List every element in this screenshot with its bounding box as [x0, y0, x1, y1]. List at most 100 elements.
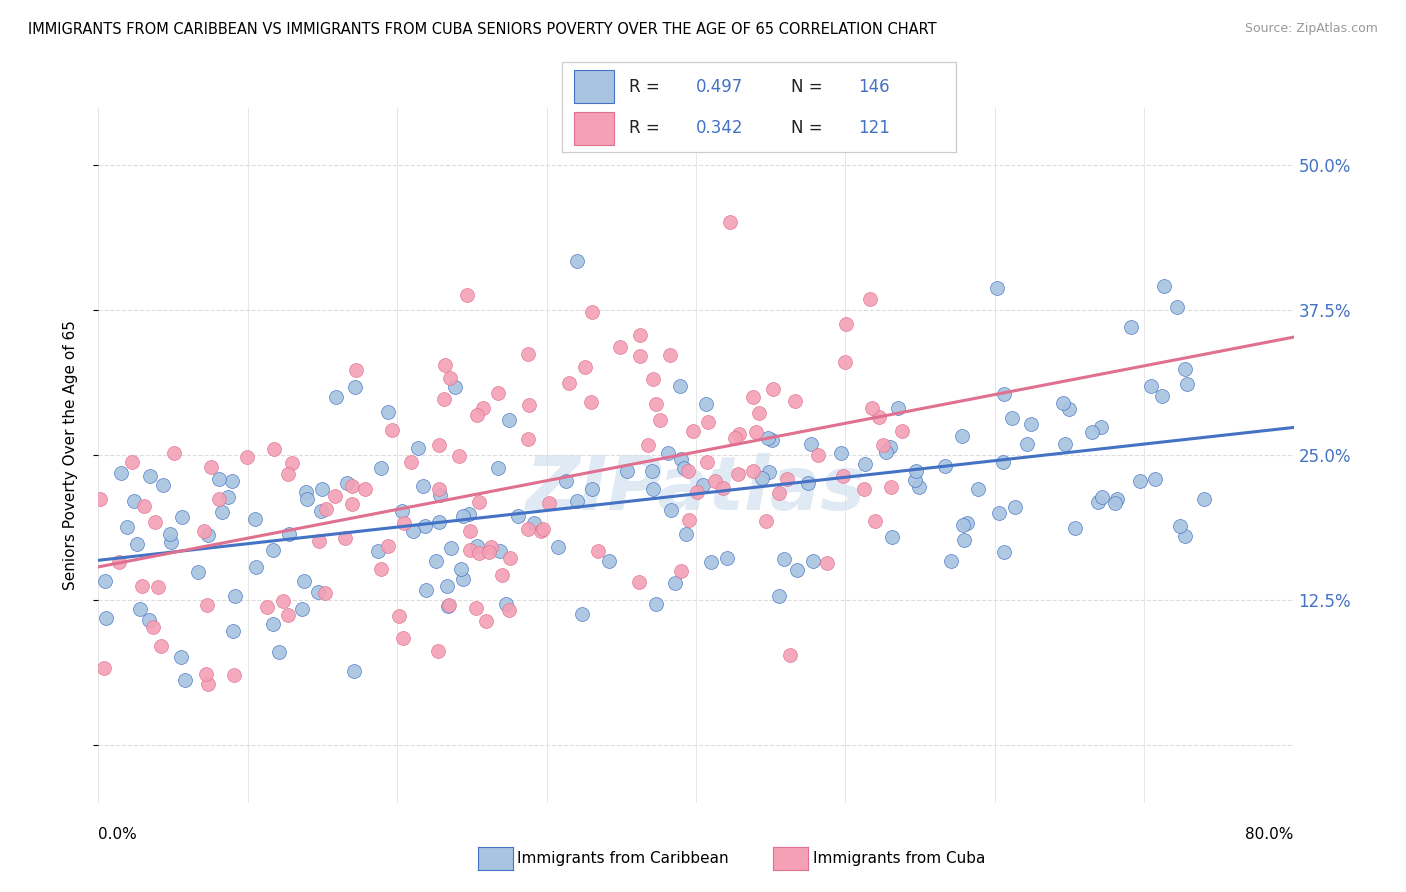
- Point: [325, 390, 347, 404]
- Point: [370, 461, 392, 475]
- Point: [907, 480, 929, 494]
- Point: [716, 550, 738, 565]
- Point: [208, 472, 231, 486]
- Point: [830, 445, 852, 459]
- Point: [277, 607, 299, 622]
- Point: [121, 454, 143, 468]
- Point: [755, 514, 778, 528]
- Point: [340, 479, 363, 493]
- Point: [415, 583, 437, 598]
- Point: [460, 524, 482, 538]
- Text: 146: 146: [858, 78, 889, 95]
- Point: [891, 424, 914, 438]
- Point: [834, 355, 856, 369]
- Point: [797, 476, 820, 491]
- Point: [1004, 500, 1026, 515]
- Point: [122, 493, 145, 508]
- Point: [344, 363, 367, 377]
- Point: [742, 464, 765, 478]
- Point: [343, 664, 366, 678]
- Point: [163, 446, 186, 460]
- Point: [471, 401, 494, 415]
- Point: [692, 478, 714, 492]
- Point: [517, 347, 540, 361]
- Point: [195, 598, 218, 612]
- Point: [586, 543, 609, 558]
- Point: [531, 522, 554, 536]
- Point: [807, 448, 830, 462]
- Point: [776, 472, 799, 486]
- Point: [495, 597, 517, 611]
- Point: [412, 479, 434, 493]
- Point: [1150, 389, 1173, 403]
- Point: [676, 464, 699, 478]
- Point: [263, 442, 285, 456]
- Point: [859, 292, 882, 306]
- Point: [173, 673, 195, 687]
- Point: [377, 405, 399, 419]
- Point: [669, 451, 692, 466]
- Point: [458, 542, 481, 557]
- Point: [297, 492, 319, 507]
- Point: [267, 645, 290, 659]
- Text: 0.497: 0.497: [696, 78, 744, 95]
- Point: [574, 360, 596, 375]
- Point: [464, 601, 486, 615]
- Point: [1129, 474, 1152, 488]
- Point: [648, 413, 671, 427]
- Point: [200, 460, 222, 475]
- Text: R =: R =: [630, 120, 665, 137]
- Point: [465, 540, 488, 554]
- Point: [498, 603, 520, 617]
- Point: [1063, 521, 1085, 535]
- Point: [1081, 425, 1104, 439]
- Point: [292, 574, 315, 588]
- Point: [336, 475, 359, 490]
- Point: [451, 573, 474, 587]
- Point: [1001, 410, 1024, 425]
- Point: [1107, 492, 1129, 507]
- Point: [388, 608, 411, 623]
- Point: [243, 511, 266, 525]
- Point: [197, 677, 219, 691]
- Point: [571, 607, 593, 621]
- Point: [664, 575, 686, 590]
- Point: [609, 340, 631, 354]
- Point: [644, 597, 666, 611]
- Point: [406, 442, 429, 456]
- Point: [697, 415, 720, 429]
- Point: [872, 438, 894, 452]
- Point: [993, 544, 1015, 558]
- Point: [110, 466, 132, 480]
- Point: [748, 406, 770, 420]
- Point: [768, 485, 790, 500]
- Point: [468, 495, 491, 509]
- Point: [991, 455, 1014, 469]
- Point: [506, 508, 529, 523]
- Point: [89, 491, 111, 506]
- Point: [235, 450, 257, 464]
- Point: [547, 540, 569, 554]
- Point: [108, 555, 131, 569]
- Text: 121: 121: [858, 120, 890, 137]
- Point: [880, 480, 903, 494]
- Point: [93, 661, 115, 675]
- Point: [886, 401, 908, 416]
- Point: [1054, 437, 1077, 451]
- Point: [211, 505, 233, 519]
- Point: [678, 513, 700, 527]
- Point: [673, 460, 696, 475]
- Point: [1090, 420, 1112, 434]
- Point: [967, 482, 990, 496]
- Point: [751, 470, 773, 484]
- Point: [643, 483, 665, 497]
- Point: [150, 640, 173, 654]
- Point: [367, 544, 389, 558]
- Point: [491, 568, 513, 582]
- Text: R =: R =: [630, 78, 665, 95]
- Point: [517, 398, 540, 412]
- Y-axis label: Seniors Poverty Over the Age of 65: Seniors Poverty Over the Age of 65: [63, 320, 77, 590]
- Point: [437, 598, 460, 612]
- Point: [868, 409, 890, 424]
- Point: [565, 494, 588, 508]
